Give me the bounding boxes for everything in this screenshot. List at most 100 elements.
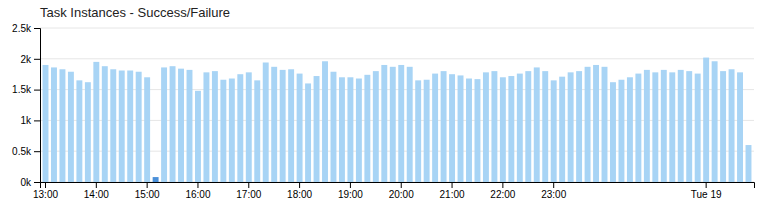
- y-tick: 0.5k: [12, 146, 40, 157]
- x-tick: 15:00: [135, 182, 160, 200]
- bar: [153, 177, 159, 182]
- y-tick-mark: [34, 59, 40, 60]
- bar: [593, 65, 599, 182]
- x-tick-label: Tue 19: [691, 189, 722, 200]
- bar: [703, 58, 709, 182]
- bar: [76, 80, 82, 182]
- bar: [610, 82, 616, 182]
- grid-line: [40, 28, 754, 29]
- x-tick-label: 16:00: [185, 189, 210, 200]
- bar: [618, 80, 624, 182]
- bar: [407, 67, 413, 182]
- bar: [746, 145, 752, 182]
- x-tick: 18:00: [287, 182, 312, 200]
- y-axis-line: [34, 29, 41, 183]
- x-tick-mark: [147, 182, 148, 188]
- bar: [254, 80, 260, 182]
- x-tick-mark: [452, 182, 453, 188]
- x-tick-label: 15:00: [135, 189, 160, 200]
- y-tick-mark: [34, 151, 40, 152]
- bar: [43, 65, 49, 182]
- bar: [635, 74, 641, 182]
- bar: [576, 71, 582, 182]
- y-tick: 0k: [20, 177, 40, 188]
- x-tick: 14:00: [84, 182, 109, 200]
- bar: [347, 77, 353, 182]
- bar: [136, 72, 142, 182]
- bar: [474, 79, 480, 182]
- x-tick-mark: [401, 182, 402, 188]
- bar: [195, 91, 201, 182]
- title: Task Instances - Success/Failure: [40, 5, 230, 20]
- bar: [568, 72, 574, 182]
- x-axis-line: [41, 183, 755, 189]
- bar: [432, 74, 438, 182]
- bar: [331, 72, 337, 182]
- bar: [534, 67, 540, 182]
- x-tick-mark: [350, 182, 351, 188]
- y-tick-mark: [34, 90, 40, 91]
- y-tick-mark: [34, 120, 40, 121]
- x-tick-mark: [45, 182, 46, 188]
- bar: [483, 72, 489, 182]
- bars: [43, 58, 752, 182]
- bar: [170, 66, 176, 182]
- bar: [220, 80, 226, 182]
- bar: [678, 70, 684, 182]
- x-tick-label: 23:00: [541, 189, 566, 200]
- y-tick: 1.5k: [12, 84, 40, 95]
- bar: [398, 65, 404, 182]
- bar: [729, 69, 735, 182]
- bar: [246, 72, 252, 182]
- bar: [237, 74, 243, 182]
- y-tick: 1k: [20, 115, 40, 126]
- y-tick-label: 2k: [20, 54, 32, 65]
- bar: [525, 71, 531, 182]
- x-tick: 19:00: [338, 182, 363, 200]
- y-tick-label: 0.5k: [12, 146, 32, 157]
- bar: [178, 69, 184, 182]
- grid: [40, 28, 754, 182]
- y-tick-label: 1.5k: [12, 84, 32, 95]
- bar: [652, 72, 658, 182]
- bar: [500, 77, 506, 182]
- bar: [187, 70, 193, 182]
- x-tick-mark: [299, 182, 300, 188]
- x-tick: 20:00: [389, 182, 414, 200]
- bar: [627, 77, 633, 182]
- x-tick-label: 17:00: [236, 189, 261, 200]
- x-tick: 16:00: [185, 182, 210, 200]
- x-tick: 22:00: [490, 182, 515, 200]
- bar: [203, 72, 209, 182]
- x-tick-label: 18:00: [287, 189, 312, 200]
- grid-line: [40, 58, 754, 59]
- bar: [68, 72, 74, 182]
- x-tick-label: 14:00: [84, 189, 109, 200]
- bar: [602, 67, 608, 182]
- bar: [466, 79, 472, 182]
- bar: [59, 69, 65, 182]
- bar: [551, 80, 557, 182]
- bar: [390, 67, 396, 182]
- bar: [271, 67, 277, 182]
- bar: [229, 79, 235, 182]
- x-tick-mark: [502, 182, 503, 188]
- x-tick: 23:00: [541, 182, 566, 200]
- bar: [356, 79, 362, 182]
- bar: [381, 65, 387, 182]
- x-tick: 17:00: [236, 182, 261, 200]
- x-tick-label: 22:00: [490, 189, 515, 200]
- y-tick: 2.5k: [12, 23, 40, 34]
- bar: [102, 66, 108, 182]
- bar: [669, 72, 675, 182]
- x-tick: Tue 19: [691, 182, 722, 200]
- bar: [449, 74, 455, 182]
- bar: [458, 75, 464, 182]
- x-tick-label: 21:00: [440, 189, 465, 200]
- bar: [559, 77, 565, 182]
- x-tick-mark: [96, 182, 97, 188]
- x-tick: 21:00: [440, 182, 465, 200]
- chart: 0k0.5k1k1.5k2k2.5k13:0014:0015:0016:0017…: [0, 0, 768, 204]
- bar: [424, 80, 430, 182]
- y-tick-label: 2.5k: [12, 23, 32, 34]
